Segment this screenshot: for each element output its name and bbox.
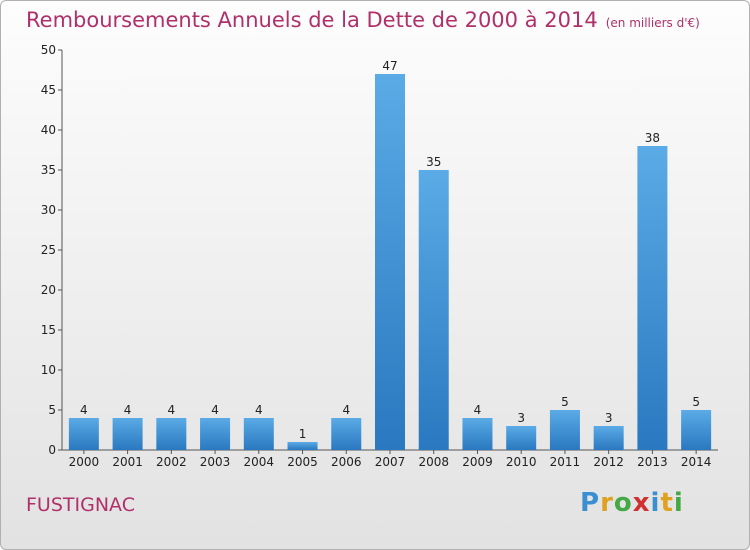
- x-tick-label: 2012: [593, 455, 624, 469]
- chart-title: Remboursements Annuels de la Dette de 20…: [26, 8, 598, 32]
- bar-value-label: 4: [168, 403, 176, 417]
- bar: [331, 418, 362, 450]
- x-tick-label: 2011: [550, 455, 581, 469]
- chart-bars: [68, 74, 712, 450]
- x-tick-label: 2009: [462, 455, 493, 469]
- bar: [375, 74, 405, 450]
- logo-letter: o: [613, 488, 633, 518]
- x-tick-label: 2003: [200, 455, 231, 469]
- bar-value-label: 4: [474, 403, 482, 417]
- y-tick-label: 25: [41, 243, 56, 257]
- y-tick-label: 45: [41, 83, 56, 97]
- y-tick-label: 10: [41, 363, 56, 377]
- bar-value-label: 38: [645, 131, 660, 145]
- bar-value-label: 4: [342, 403, 350, 417]
- logo-letter: i: [650, 488, 661, 518]
- y-tick-label: 15: [41, 323, 56, 337]
- bar: [418, 170, 449, 450]
- bar-value-label: 5: [561, 395, 569, 409]
- bar: [200, 418, 231, 450]
- x-tick-label: 2001: [112, 455, 143, 469]
- bar-value-label: 4: [211, 403, 219, 417]
- x-tick-label: 2014: [681, 455, 712, 469]
- bar: [462, 418, 493, 450]
- chart-title-block: Remboursements Annuels de la Dette de 20…: [26, 8, 700, 32]
- bar: [506, 426, 537, 450]
- bar-value-label: 3: [517, 411, 525, 425]
- logo-letter: r: [600, 488, 614, 518]
- x-tick-label: 2013: [637, 455, 668, 469]
- commune-name: FUSTIGNAC: [26, 494, 135, 516]
- bar: [112, 418, 143, 450]
- bar-value-label: 4: [80, 403, 88, 417]
- x-tick-label: 2002: [156, 455, 187, 469]
- bar-value-label: 35: [426, 155, 441, 169]
- bar: [156, 418, 187, 450]
- y-tick-label: 5: [48, 403, 56, 417]
- bar: [549, 410, 580, 450]
- bar: [681, 410, 712, 450]
- y-tick-label: 35: [41, 163, 56, 177]
- x-tick-label: 2010: [506, 455, 537, 469]
- logo-letter: x: [632, 488, 651, 518]
- bar: [243, 418, 274, 450]
- bar-value-label: 4: [124, 403, 132, 417]
- y-tick-label: 0: [48, 443, 56, 457]
- proxiti-logo: Proxiti: [580, 488, 684, 518]
- y-tick-label: 30: [41, 203, 56, 217]
- x-tick-label: 2007: [375, 455, 406, 469]
- logo-letter: P: [580, 488, 601, 518]
- x-tick-label: 2005: [287, 455, 318, 469]
- y-tick-label: 40: [41, 123, 56, 137]
- chart-labels: 4 2000 4 2001 4 2002 4 2003 4 2004 1 2005 4 2006 47 200…: [69, 59, 712, 469]
- bar-value-label: 4: [255, 403, 263, 417]
- bar: [68, 418, 99, 450]
- x-tick-label: 2004: [244, 455, 275, 469]
- logo-letter: i: [673, 488, 684, 518]
- x-tick-label: 2006: [331, 455, 362, 469]
- bar: [637, 146, 668, 450]
- bar-value-label: 5: [692, 395, 700, 409]
- y-tick-label: 20: [41, 283, 56, 297]
- y-tick-label: 50: [41, 43, 56, 57]
- bar: [287, 442, 318, 450]
- bar-value-label: 3: [605, 411, 613, 425]
- chart-subtitle: (en milliers d'€): [605, 16, 700, 30]
- logo-letter: t: [660, 488, 674, 518]
- x-tick-label: 2000: [69, 455, 100, 469]
- bar-value-label: 1: [299, 427, 307, 441]
- bar-value-label: 47: [382, 59, 397, 73]
- bar: [593, 426, 624, 450]
- x-tick-label: 2008: [418, 455, 449, 469]
